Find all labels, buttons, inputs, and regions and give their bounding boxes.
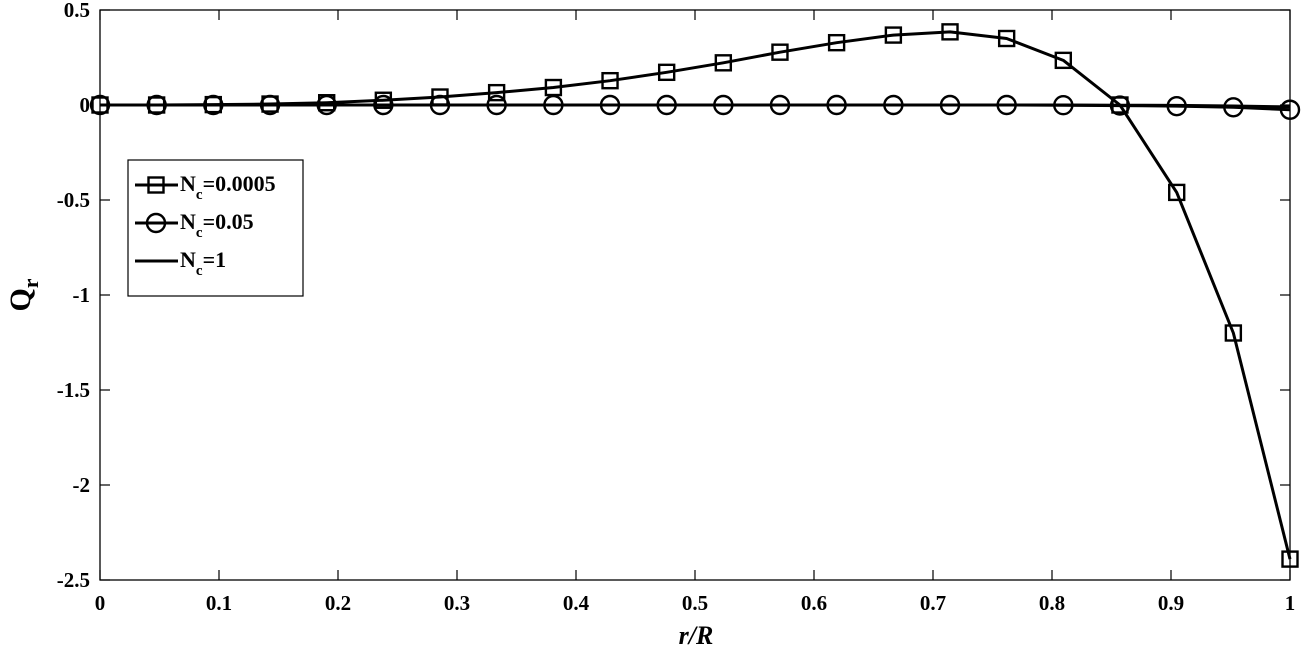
data-point-circle <box>1279 99 1301 120</box>
data-point-square <box>1168 183 1186 202</box>
y-axis-label-sub: r <box>18 278 43 288</box>
x-axis-label: r/R <box>679 621 714 648</box>
data-point-square <box>884 26 903 44</box>
data-point-square <box>827 33 846 52</box>
y-axis-label: Qr <box>4 278 43 311</box>
data-point-square <box>997 29 1016 48</box>
x-tick-label: 0.5 <box>682 591 708 615</box>
data-point-square <box>771 43 789 61</box>
legend-entry-sub: c <box>196 225 203 241</box>
data-point-square <box>1224 324 1243 342</box>
data-point-square <box>714 54 733 72</box>
series-3 <box>100 103 1291 109</box>
y-tick-label: -2 <box>73 473 91 497</box>
legend-entry-name: N <box>180 247 196 272</box>
x-tick-label: 0.2 <box>325 591 351 615</box>
x-tick-label: 0.8 <box>1039 591 1065 615</box>
series-line <box>100 30 1292 560</box>
series-line <box>100 103 1291 109</box>
data-point-square <box>487 83 506 102</box>
data-point-square <box>941 23 959 41</box>
series-2 <box>89 94 1301 120</box>
y-axis-label-main: Q <box>4 288 37 311</box>
x-tick-label: 0.4 <box>563 591 590 615</box>
y-tick-label: -1.5 <box>57 378 90 402</box>
data-point-square <box>657 63 676 82</box>
legend-entry-name: N <box>180 171 196 196</box>
y-tick-label: 0.5 <box>64 0 90 22</box>
legend-entry-suffix: =0.0005 <box>203 171 276 196</box>
data-point-square <box>147 176 165 194</box>
y-tick-label: 0 <box>80 93 91 117</box>
x-tick-label: 0 <box>95 591 106 615</box>
legend-entry: Nc=1 <box>180 247 226 279</box>
data-point-circle <box>145 212 167 234</box>
legend-entry-suffix: =0.05 <box>203 209 254 234</box>
y-tick-label: -0.5 <box>57 188 90 212</box>
x-tick-label: 1 <box>1285 591 1296 615</box>
legend-entry-sub: c <box>196 263 203 279</box>
data-point-square <box>1054 51 1073 70</box>
legend-box <box>127 159 304 297</box>
legend-entry-name: N <box>180 209 196 234</box>
legend-entry-sub: c <box>196 187 203 203</box>
x-tick-label: 0.7 <box>920 591 946 615</box>
data-point-square <box>601 71 619 90</box>
y-tick-label: -2.5 <box>57 568 90 592</box>
legend-entry-suffix: =1 <box>203 247 227 272</box>
x-tick-label: 0.9 <box>1158 591 1184 615</box>
legend-entry: Nc=0.05 <box>180 209 254 241</box>
legend-entry: Nc=0.0005 <box>180 171 276 203</box>
data-point-square <box>1281 550 1299 568</box>
x-tick-label: 0.6 <box>801 591 827 615</box>
y-tick-label: -1 <box>73 283 91 307</box>
x-tick-label: 0.3 <box>444 591 470 615</box>
x-tick-label: 0.1 <box>206 591 232 615</box>
